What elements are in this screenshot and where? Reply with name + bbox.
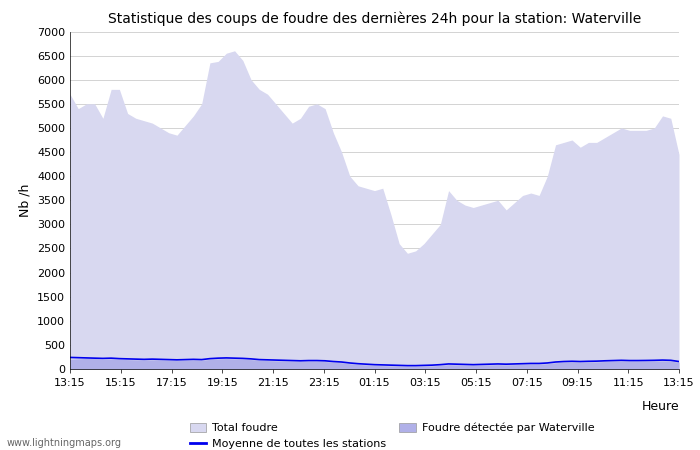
Y-axis label: Nb /h: Nb /h (18, 184, 32, 217)
Text: www.lightningmaps.org: www.lightningmaps.org (7, 438, 122, 448)
Title: Statistique des coups de foudre des dernières 24h pour la station: Waterville: Statistique des coups de foudre des dern… (108, 12, 641, 26)
Text: Heure: Heure (641, 400, 679, 414)
Legend: Total foudre, Moyenne de toutes les stations, Foudre détectée par Waterville: Total foudre, Moyenne de toutes les stat… (186, 418, 598, 450)
